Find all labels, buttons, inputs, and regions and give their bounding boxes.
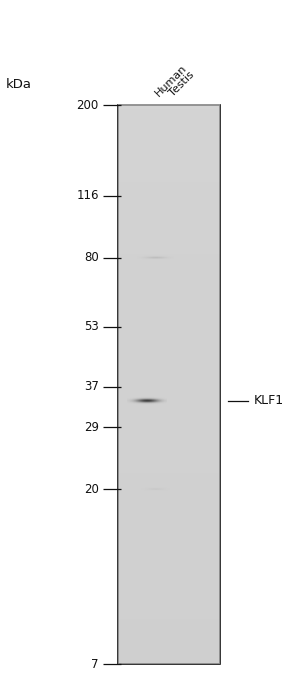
Text: 20: 20 (84, 483, 99, 496)
Text: 53: 53 (84, 320, 99, 333)
Text: 116: 116 (76, 189, 99, 203)
Text: 80: 80 (84, 252, 99, 264)
Text: 29: 29 (84, 421, 99, 434)
Text: Testis: Testis (168, 70, 197, 98)
Text: kDa: kDa (6, 78, 32, 92)
Text: KLF17: KLF17 (254, 394, 282, 407)
Text: 7: 7 (91, 658, 99, 671)
Text: 37: 37 (84, 380, 99, 393)
Bar (118, 105, 220, 664)
Text: Human: Human (154, 62, 189, 98)
Text: 200: 200 (76, 98, 99, 112)
